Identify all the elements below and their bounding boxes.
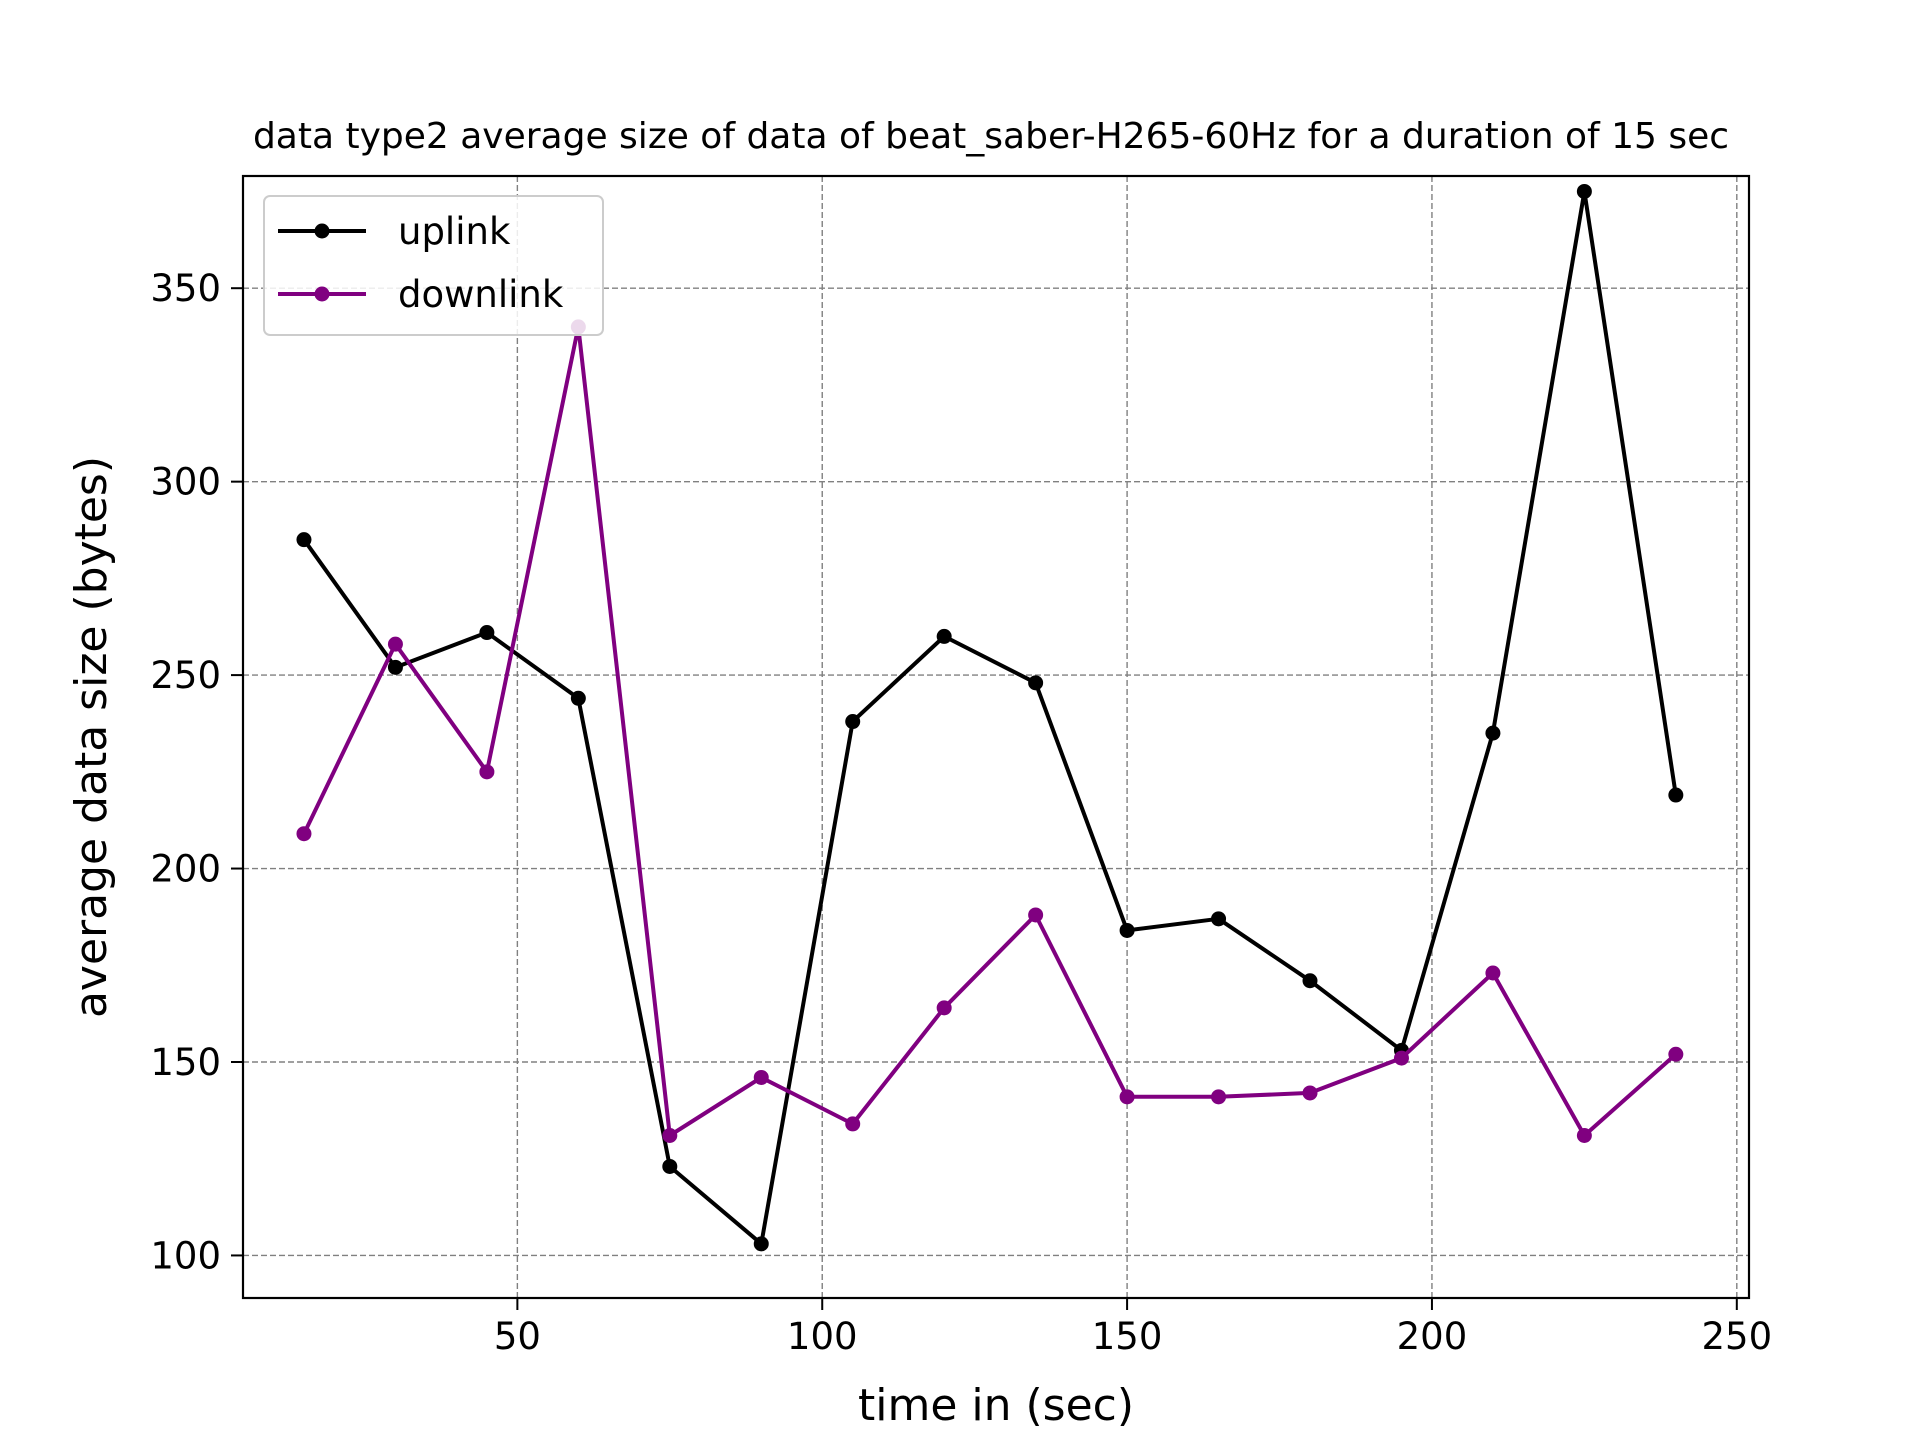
downlink-point <box>662 1128 678 1144</box>
uplink-point <box>1668 787 1684 803</box>
downlink-line <box>302 324 1678 1138</box>
downlink-point <box>296 826 312 842</box>
downlink-point <box>1119 1089 1135 1105</box>
y-tick-label: 200 <box>150 848 221 891</box>
legend-downlink-label: downlink <box>398 273 564 316</box>
uplink-point <box>753 1236 769 1252</box>
uplink-point <box>1485 725 1501 741</box>
uplink-point <box>296 532 312 548</box>
downlink-point <box>387 636 403 652</box>
x-axis: 50 100 150 200 250 <box>494 1298 1772 1358</box>
series-layer <box>296 183 1684 1252</box>
uplink-point <box>387 659 403 675</box>
x-tick-label: 200 <box>1397 1315 1468 1358</box>
x-tick-label: 50 <box>494 1315 541 1358</box>
downlink-point <box>1211 1089 1227 1105</box>
uplink-point <box>1119 922 1135 938</box>
downlink-point <box>936 1000 952 1016</box>
y-axis: 100 150 200 250 300 350 <box>150 267 243 1277</box>
uplink-point <box>479 625 495 641</box>
downlink-point <box>1485 965 1501 981</box>
uplink-point <box>845 714 861 730</box>
uplink-point <box>662 1158 678 1174</box>
legend-uplink-label: uplink <box>398 210 511 253</box>
x-axis-label: time in (sec) <box>858 1380 1134 1431</box>
legend: uplink downlink <box>263 195 604 336</box>
legend-uplink-marker <box>314 223 330 239</box>
y-tick-label: 250 <box>150 654 221 697</box>
plot-frame <box>241 174 1751 1300</box>
chart-title: data type2 average size of data of beat_… <box>253 116 1729 157</box>
downlink-point <box>753 1069 769 1085</box>
uplink-point <box>1576 183 1592 199</box>
x-tick-label: 150 <box>1092 1315 1163 1358</box>
downlink-point <box>479 764 495 780</box>
downlink-point <box>1028 907 1044 923</box>
y-tick-label: 300 <box>150 461 221 504</box>
downlink-point <box>1393 1050 1409 1066</box>
uplink-point <box>1211 911 1227 927</box>
uplink-point <box>570 690 586 706</box>
y-tick-label: 350 <box>150 267 221 310</box>
x-tick-label: 250 <box>1701 1315 1772 1358</box>
downlink-point <box>1576 1128 1592 1144</box>
y-tick-label: 150 <box>150 1041 221 1084</box>
downlink-point <box>1302 1085 1318 1101</box>
downlink-point <box>845 1116 861 1132</box>
uplink-point <box>1028 675 1044 691</box>
y-tick-label: 100 <box>150 1234 221 1277</box>
uplink-point <box>936 628 952 644</box>
downlink-point <box>1668 1046 1684 1062</box>
uplink-point <box>1302 973 1318 989</box>
uplink-line <box>302 189 1678 1246</box>
gridlines <box>243 176 1749 1298</box>
y-axis-label: average data size (bytes) <box>66 456 117 1018</box>
legend-downlink-marker <box>314 286 330 302</box>
x-tick-label: 100 <box>787 1315 858 1358</box>
